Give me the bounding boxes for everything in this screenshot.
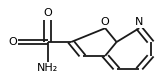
Text: N: N: [135, 17, 143, 27]
Text: O: O: [43, 8, 52, 18]
Text: O: O: [101, 17, 110, 27]
Text: O: O: [8, 37, 17, 47]
Text: NH₂: NH₂: [37, 63, 58, 73]
